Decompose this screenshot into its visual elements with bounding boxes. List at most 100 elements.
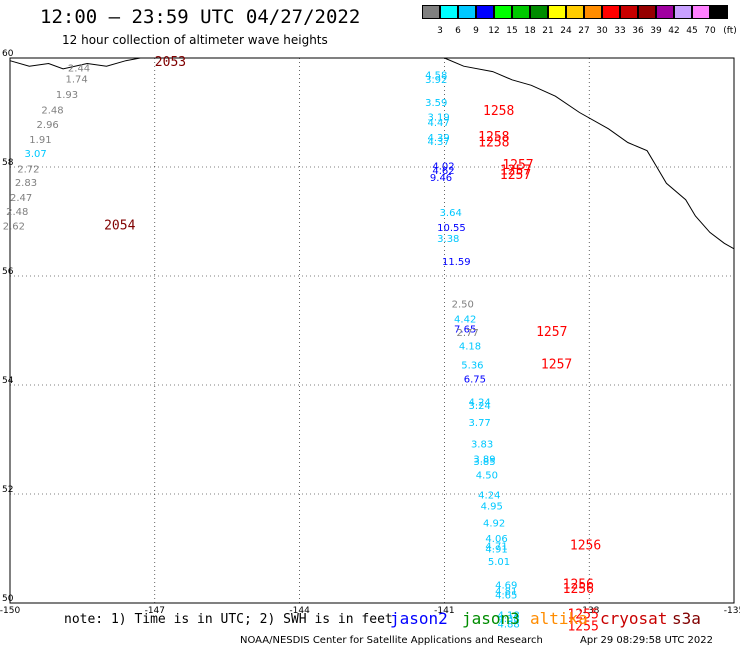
wave-height-value: 4.39	[428, 133, 450, 144]
wave-height-value: 2.83	[15, 178, 37, 189]
colorbar-label: 12	[488, 26, 500, 36]
colorbar-swatch	[494, 5, 512, 19]
wave-height-value: 2.72	[17, 164, 39, 175]
wave-height-value: 3.07	[24, 149, 46, 160]
pass-time-label: 1257	[500, 164, 531, 179]
pass-time-label: 1256	[563, 577, 594, 592]
wave-height-value: 11.59	[442, 257, 471, 268]
wave-height-value: 4.18	[459, 342, 481, 353]
wave-height-value: 4.24	[478, 490, 500, 501]
satellite-legend-jason3: jason3	[462, 609, 520, 628]
wave-height-value: 6.75	[464, 374, 486, 385]
pass-time-label: 1258	[483, 104, 514, 119]
wave-height-value: 4.06	[485, 534, 507, 545]
colorbar-label: 21	[542, 26, 554, 36]
pass-time-label: 1255	[567, 619, 598, 634]
colorbar-swatch	[512, 5, 530, 19]
colorbar-label: 27	[578, 26, 590, 36]
pass-time-label: 1257	[541, 358, 572, 373]
lon-tick-label: -150	[0, 606, 20, 616]
wave-height-value: 4.81	[495, 586, 517, 597]
wave-height-value: 4.50	[476, 471, 498, 482]
colorbar-swatch	[476, 5, 494, 19]
wave-height-value: 3.89	[473, 454, 495, 465]
wave-height-value: 4.69	[495, 580, 517, 591]
colorbar-swatch	[422, 5, 440, 19]
wave-height-value: 3.59	[425, 98, 447, 109]
wave-height-value: 2.48	[6, 207, 28, 218]
colorbar-swatch	[566, 5, 584, 19]
wave-height-value: 4.37	[428, 137, 450, 148]
satellite-legend-cryosat: cryosat	[600, 609, 668, 628]
lat-tick-label: 60	[2, 49, 14, 59]
wave-height-value: 1.93	[56, 90, 78, 101]
wave-height-value: 7.65	[454, 325, 476, 336]
wave-height-value: 4.65	[495, 591, 517, 602]
wave-height-value: 3.19	[428, 113, 450, 124]
wave-height-value: 2.47	[10, 193, 32, 204]
colorbar-label: 18	[524, 26, 536, 36]
wave-height-value: 4.62	[432, 166, 454, 177]
colorbar-label: 33	[614, 26, 626, 36]
colorbar-swatch	[692, 5, 710, 19]
wave-height-value: 9.46	[430, 173, 452, 184]
lat-tick-label: 50	[2, 594, 14, 604]
colorbar-swatch	[656, 5, 674, 19]
colorbar-swatch	[674, 5, 692, 19]
colorbar-swatch	[440, 5, 458, 19]
pass-time-label: 1258	[478, 135, 509, 150]
colorbar-label: 36	[632, 26, 644, 36]
colorbar-label: 3	[437, 26, 443, 36]
wave-height-value: 4.38	[497, 614, 519, 625]
colorbar-label: 39	[650, 26, 662, 36]
satellite-legend-altika: altika	[530, 609, 588, 628]
wave-height-value: 3.24	[469, 401, 491, 412]
wave-height-value: 1.74	[66, 75, 88, 86]
wave-height-value: 3.92	[425, 75, 447, 86]
wave-height-value: 10.55	[437, 223, 466, 234]
colorbar-unit: (ft)	[723, 26, 737, 36]
wave-height-value: 4.18	[497, 610, 519, 621]
pass-time-label: 1257	[500, 168, 531, 183]
wave-height-value: 3.77	[469, 418, 491, 429]
colorbar-label: 45	[686, 26, 698, 36]
pass-time-label: 1255	[567, 607, 598, 622]
credit-text: NOAA/NESDIS Center for Satellite Applica…	[240, 635, 543, 646]
note-text: note: 1) Time is in UTC; 2) SWH is in fe…	[64, 612, 393, 627]
pass-time-label: 1258	[478, 130, 509, 145]
satellite-legend-s3a: s3a	[672, 609, 701, 628]
pass-time-label: 1257	[502, 158, 533, 173]
lon-tick-label: -144	[289, 606, 310, 616]
wave-height-value: 4.02	[432, 162, 454, 173]
timestamp-text: Apr 29 08:29:58 UTC 2022	[580, 635, 713, 646]
pass-time-label: 1257	[536, 325, 567, 340]
map-subtitle: 12 hour collection of altimeter wave hei…	[62, 33, 328, 47]
colorbar-swatch	[620, 5, 638, 19]
wave-height-value: 4.24	[469, 398, 491, 409]
wave-height-value: 4.91	[485, 544, 507, 555]
wave-height-value: 5.01	[488, 557, 510, 568]
wave-height-value: 2.50	[452, 300, 474, 311]
wave-height-value: 2.77	[456, 328, 478, 339]
wave-height-value: 2.48	[41, 106, 63, 117]
lat-tick-label: 52	[2, 485, 13, 495]
wave-height-value: 4.58	[425, 71, 447, 82]
lon-tick-label: -147	[145, 606, 165, 616]
pass-time-label: 2054	[104, 219, 135, 234]
wave-height-value: 2.62	[3, 222, 25, 233]
colorbar-swatch	[584, 5, 602, 19]
wave-height-value: 2.96	[37, 120, 59, 131]
colorbar-swatch	[458, 5, 476, 19]
colorbar-swatch	[548, 5, 566, 19]
colorbar-swatch	[638, 5, 656, 19]
wave-height-value: 4.88	[497, 620, 519, 631]
wave-height-value: 4.71	[485, 542, 507, 553]
wave-height-value: 4.42	[454, 314, 476, 325]
colorbar-label: 30	[596, 26, 608, 36]
colorbar-swatch	[530, 5, 548, 19]
lat-tick-label: 54	[2, 376, 14, 386]
wave-height-value: 1.91	[29, 135, 51, 146]
pass-time-label: 2053	[155, 55, 186, 70]
wave-height-value: 4.95	[481, 501, 503, 512]
